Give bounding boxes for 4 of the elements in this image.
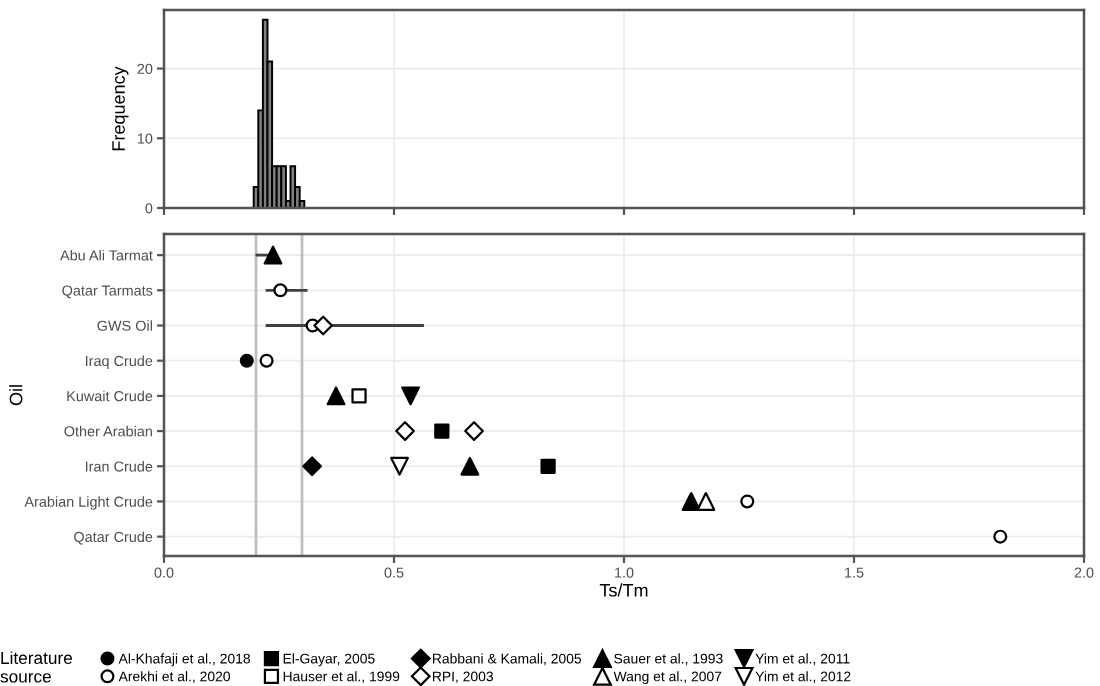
x-axis-title: Ts/Tm — [599, 583, 648, 597]
y-axis-title: Oil — [9, 385, 23, 406]
y-axis-title: Frequency — [112, 66, 129, 151]
legend-title: Literature source — [0, 651, 72, 683]
